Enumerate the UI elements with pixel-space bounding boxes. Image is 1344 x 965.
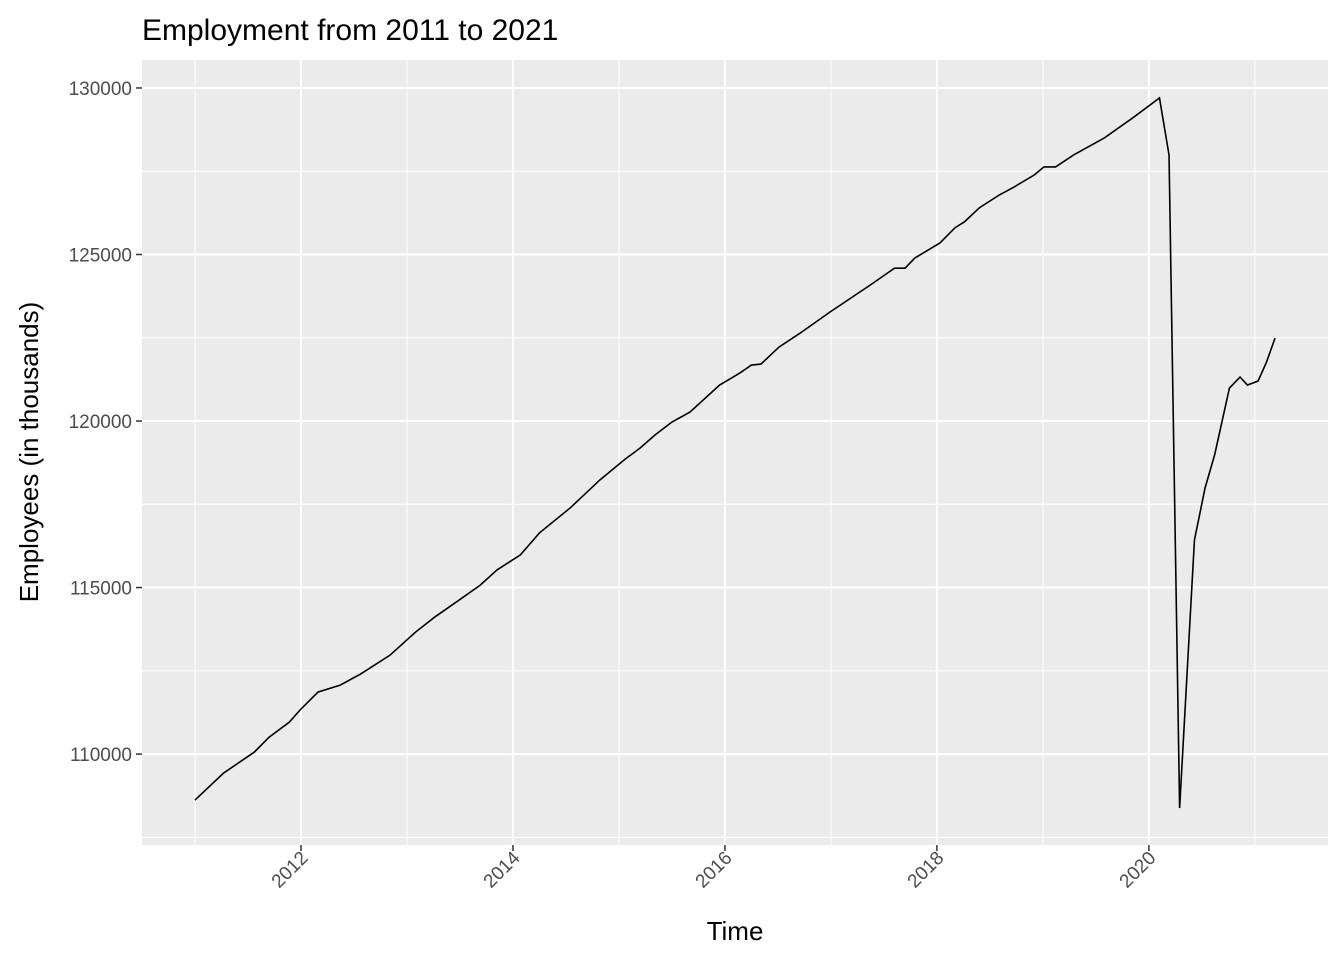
x-tick-label: 2018 — [904, 848, 949, 893]
x-axis-label: Time — [707, 916, 764, 946]
line — [194, 96, 1276, 809]
x-tick-label: 2012 — [268, 848, 313, 893]
y-tick-label: 110000 — [70, 745, 132, 766]
x-tick-label: 2020 — [1116, 848, 1161, 893]
y-tick-label: 115000 — [70, 579, 132, 600]
y-tick-label: 125000 — [69, 246, 132, 267]
x-tick-label: 2014 — [480, 847, 525, 892]
y-axis-label: Employees (in thousands) — [14, 302, 44, 603]
panel — [142, 60, 1328, 845]
chart-title: Employment from 2011 to 2021 — [142, 14, 558, 47]
y-tick-label: 120000 — [69, 412, 132, 433]
x-tick-label: 2016 — [692, 848, 737, 893]
y-tick-label: 130000 — [69, 79, 132, 100]
